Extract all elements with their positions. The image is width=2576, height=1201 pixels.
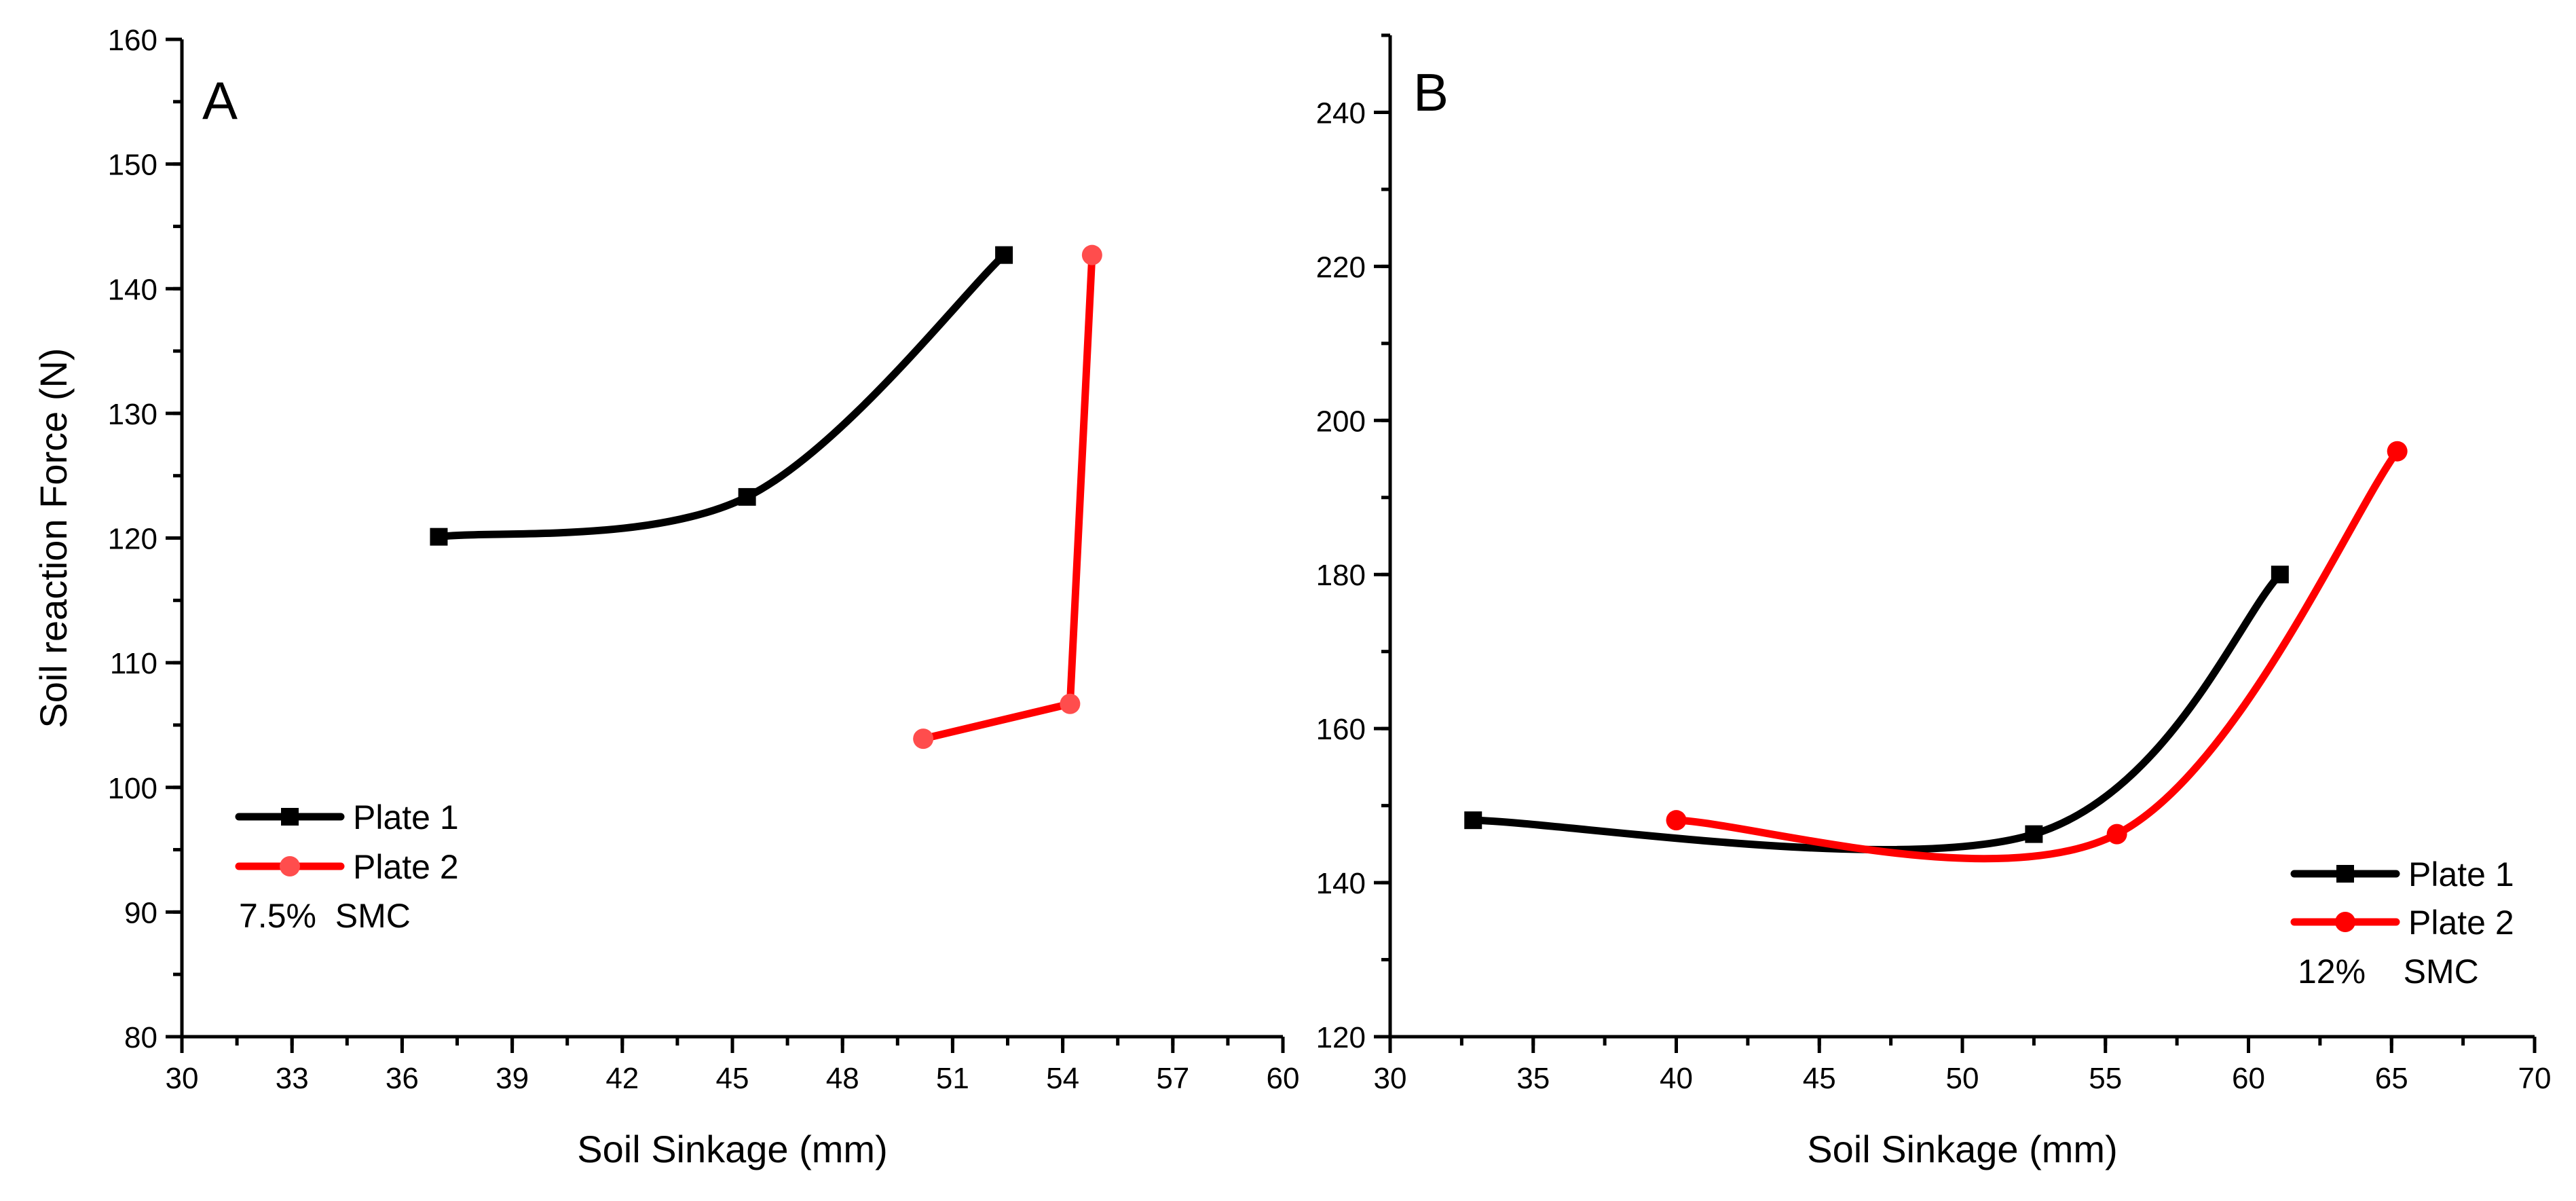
- x-tick-label: 40: [1660, 1062, 1693, 1095]
- x-tick-label: 30: [166, 1062, 199, 1095]
- legend-marker: [280, 856, 300, 876]
- x-tick-label: 30: [1374, 1062, 1407, 1095]
- x-tick-label: 60: [1267, 1062, 1300, 1095]
- y-tick-label: 150: [108, 149, 157, 182]
- y-tick-label: 90: [124, 896, 157, 929]
- data-point: [2387, 441, 2408, 462]
- x-tick-label: 45: [1803, 1062, 1836, 1095]
- series-line-plate-2: [1673, 447, 2402, 863]
- legend-label: Plate 2: [2408, 904, 2514, 942]
- series-line-plate-2: [919, 251, 1096, 743]
- y-tick-label: 80: [124, 1021, 157, 1054]
- y-tick-label: 120: [1316, 1021, 1366, 1054]
- x-tick-label: 55: [2089, 1062, 2122, 1095]
- y-axis-title: Soil reaction Force (N): [32, 348, 75, 728]
- y-tick-label: 120: [108, 523, 157, 556]
- legend-label: Plate 1: [353, 798, 459, 836]
- legend-label: Plate 1: [2408, 855, 2514, 893]
- data-point: [2106, 824, 2127, 845]
- x-axis-title: Soil Sinkage (mm): [577, 1128, 887, 1170]
- x-tick-label: 57: [1156, 1062, 1189, 1095]
- data-point: [1666, 810, 1687, 831]
- y-tick-label: 110: [110, 647, 157, 680]
- data-point: [913, 728, 934, 750]
- y-tick-label: 240: [1316, 96, 1366, 130]
- x-tick-label: 39: [496, 1062, 529, 1095]
- x-tick-label: 60: [2232, 1062, 2265, 1095]
- data-point: [1081, 244, 1102, 265]
- panel-label: B: [1413, 62, 1449, 122]
- x-tick-label: 51: [936, 1062, 969, 1095]
- y-tick-label: 140: [1316, 867, 1366, 900]
- y-tick-label: 130: [108, 398, 157, 431]
- legend-marker: [281, 808, 299, 826]
- data-point: [2025, 825, 2043, 843]
- x-tick-label: 50: [1946, 1062, 1979, 1095]
- data-point: [2271, 566, 2289, 584]
- y-tick-label: 220: [1316, 251, 1366, 284]
- data-point: [738, 487, 756, 506]
- x-tick-label: 35: [1516, 1062, 1550, 1095]
- legend-marker: [2336, 865, 2354, 883]
- x-tick-label: 33: [276, 1062, 309, 1095]
- data-point: [430, 528, 448, 546]
- legend-marker: [2335, 912, 2355, 932]
- series-line-plate-1: [1469, 570, 2284, 854]
- data-point: [995, 246, 1013, 264]
- panel-b-chart: 30 35 40 45 50 55 60 65 70 120 140 160 180 200 220 240 S…: [1316, 33, 2552, 1170]
- x-tick-label: 54: [1046, 1062, 1079, 1095]
- x-tick-label: 42: [605, 1062, 639, 1095]
- y-tick-label: 160: [108, 24, 157, 57]
- x-tick-label: 70: [2518, 1062, 2552, 1095]
- smc-annotation: 7.5% SMC: [239, 897, 411, 935]
- x-axis-title: Soil Sinkage (mm): [1807, 1128, 2117, 1170]
- x-tick-label: 36: [386, 1062, 419, 1095]
- x-tick-label: 48: [826, 1062, 859, 1095]
- legend-label: Plate 2: [353, 848, 459, 886]
- x-tick-label: 65: [2375, 1062, 2408, 1095]
- panel-label: A: [202, 71, 238, 130]
- data-point: [1060, 693, 1081, 714]
- panel-a-chart: 30 33 36 39 42 45 48 51 54 57 60 80 90 100 110 120 130 14…: [32, 24, 1299, 1170]
- series-line-plate-1: [434, 251, 1008, 541]
- y-tick-label: 160: [1316, 713, 1366, 746]
- y-tick-label: 180: [1316, 559, 1366, 592]
- x-tick-label: 45: [716, 1062, 749, 1095]
- y-tick-label: 200: [1316, 405, 1366, 438]
- y-tick-label: 100: [108, 772, 157, 805]
- smc-annotation: 12% SMC: [2298, 953, 2479, 991]
- y-tick-label: 140: [108, 273, 157, 306]
- data-point: [1464, 811, 1482, 830]
